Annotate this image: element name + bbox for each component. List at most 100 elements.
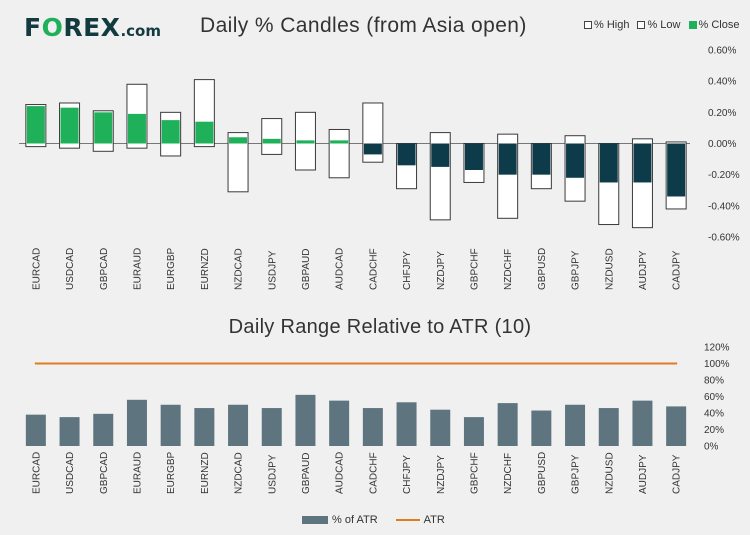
atr-x-tick-label: GBPJPY bbox=[571, 454, 582, 494]
candle-y-tick-label: 0.60% bbox=[708, 46, 736, 57]
atr-x-tick-label: USDJPY bbox=[267, 454, 278, 494]
candle-x-tick-label: EURNZD bbox=[200, 248, 211, 290]
candle-close-bar bbox=[296, 140, 315, 144]
atr-pct-bar bbox=[59, 417, 80, 446]
candle-x-tick-label: GBPCAD bbox=[99, 248, 110, 290]
atr-x-tick-label: NZDJPY bbox=[436, 455, 447, 494]
candle-x-tick-label: USDJPY bbox=[267, 250, 278, 290]
candle-close-bar bbox=[532, 143, 551, 175]
candle-x-tick-label: EURCAD bbox=[31, 248, 42, 290]
close-swatch-icon bbox=[688, 21, 697, 29]
candle-y-tick-label: 0.20% bbox=[708, 108, 736, 119]
atr-x-tick-label: AUDJPY bbox=[638, 454, 649, 494]
atr-y-tick-label: 80% bbox=[704, 376, 724, 387]
low-swatch-icon bbox=[637, 21, 646, 29]
candle-close-bar bbox=[26, 106, 45, 144]
candle-y-tick-label: -0.60% bbox=[708, 233, 740, 244]
atr-y-tick-label: 60% bbox=[704, 392, 724, 403]
candle-x-tick-label: NZDJPY bbox=[436, 251, 447, 290]
atr-x-tick-label: EURAUD bbox=[132, 452, 143, 494]
candle-close-bar bbox=[127, 113, 146, 144]
candle-close-bar bbox=[60, 107, 79, 144]
candle-x-tick-label: GBPAUD bbox=[301, 249, 312, 291]
atr-pct-bar bbox=[160, 404, 181, 446]
candle-close-bar bbox=[599, 143, 618, 183]
atr-x-tick-label: USDCAD bbox=[65, 452, 76, 494]
candle-close-bar bbox=[195, 121, 214, 144]
candle-range-box bbox=[328, 128, 350, 179]
atr-y-tick-label: 40% bbox=[704, 409, 724, 420]
candle-range-box bbox=[261, 118, 283, 155]
candle-x-tick-label: AUDJPY bbox=[638, 250, 649, 290]
atr-x-tick-label: EURGBP bbox=[166, 451, 177, 494]
candle-close-bar bbox=[431, 143, 450, 167]
candle-x-tick-label: CADCHF bbox=[368, 248, 379, 290]
atr-x-tick-label: EURNZD bbox=[200, 452, 211, 494]
atr-x-tick-label: GBPCAD bbox=[99, 452, 110, 494]
candle-x-tick-label: NZDCHF bbox=[503, 249, 514, 290]
atr-pct-bar bbox=[430, 409, 451, 446]
atr-chart-title: Daily Range Relative to ATR (10) bbox=[228, 316, 532, 338]
atr-x-tick-label: CHFJPY bbox=[402, 455, 413, 494]
candle-x-tick-label: GBPJPY bbox=[571, 250, 582, 290]
candle-close-bar bbox=[262, 138, 281, 144]
atr-pct-bar bbox=[598, 408, 619, 446]
atr-x-tick-label: GBPCHF bbox=[469, 452, 480, 494]
atr-pct-bar bbox=[93, 413, 114, 446]
candle-y-tick-label: 0.00% bbox=[708, 139, 736, 150]
candle-y-tick-label: -0.20% bbox=[708, 170, 740, 181]
candle-legend: % High % Low % Close bbox=[584, 19, 739, 31]
atr-pct-bar bbox=[531, 410, 552, 446]
atr-pct-bar bbox=[497, 403, 518, 446]
candle-close-bar bbox=[464, 143, 483, 170]
candle-close-bar bbox=[667, 143, 686, 197]
candle-x-tick-label: NZDUSD bbox=[604, 248, 615, 290]
atr-pct-bar bbox=[25, 414, 46, 446]
candle-y-tick-label: -0.40% bbox=[708, 201, 740, 212]
atr-pct-bar bbox=[194, 408, 215, 446]
atr-pct-bar bbox=[463, 417, 484, 446]
atr-x-tick-label: EURCAD bbox=[31, 452, 42, 494]
atr-x-tick-label: NZDCAD bbox=[234, 452, 245, 494]
candle-x-tick-label: CHFJPY bbox=[402, 251, 413, 290]
candle-x-tick-label: GBPCHF bbox=[469, 248, 480, 290]
atr-pct-bar bbox=[329, 400, 350, 446]
forex-logo[interactable]: FOREX.com bbox=[24, 13, 161, 42]
atr-pct-bar bbox=[565, 404, 586, 446]
legend-high: % High bbox=[584, 19, 629, 31]
atr-x-tick-label: AUDCAD bbox=[335, 452, 346, 494]
atr-x-tick-label: GBPAUD bbox=[301, 453, 312, 495]
candle-close-bar bbox=[363, 143, 382, 155]
candle-x-tick-label: USDCAD bbox=[65, 248, 76, 290]
atr-y-tick-label: 20% bbox=[704, 425, 724, 436]
candle-close-bar bbox=[566, 143, 585, 178]
atr-pct-bar bbox=[261, 408, 282, 446]
logo-accent-letter: O bbox=[41, 13, 64, 42]
candle-close-bar bbox=[397, 143, 416, 166]
atr-y-tick-label: 100% bbox=[704, 359, 730, 370]
atr-pct-bar bbox=[666, 406, 687, 446]
line-swatch-icon bbox=[395, 519, 420, 521]
legend-low: % Low bbox=[637, 19, 681, 31]
candle-close-bar bbox=[94, 112, 113, 144]
atr-pct-bar bbox=[632, 400, 653, 446]
atr-x-tick-label: NZDUSD bbox=[604, 452, 615, 494]
legend-atr-pct: % of ATR bbox=[302, 514, 378, 526]
atr-x-tick-label: GBPUSD bbox=[537, 452, 548, 494]
atr-y-tick-label: 120% bbox=[704, 343, 730, 354]
candle-range-box bbox=[227, 132, 249, 193]
candle-chart-title: Daily % Candles (from Asia open) bbox=[200, 14, 527, 37]
candle-close-bar bbox=[330, 140, 349, 144]
atr-pct-bar bbox=[295, 394, 316, 446]
atr-x-tick-label: NZDCHF bbox=[503, 453, 514, 494]
candle-x-tick-label: AUDCAD bbox=[335, 248, 346, 290]
atr-y-tick-label: 0% bbox=[704, 442, 719, 453]
atr-pct-bar bbox=[362, 408, 383, 446]
atr-pct-bar bbox=[228, 404, 249, 446]
legend-atr-line: ATR bbox=[395, 514, 445, 526]
candle-close-bar bbox=[498, 143, 517, 175]
atr-x-tick-label: CADJPY bbox=[672, 454, 683, 494]
atr-pct-bar bbox=[396, 402, 417, 446]
atr-pct-bar bbox=[126, 399, 147, 446]
